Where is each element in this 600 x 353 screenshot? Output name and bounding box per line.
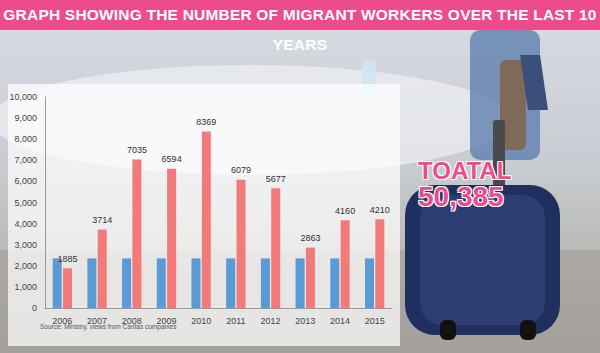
- svg-text:1885: 1885: [58, 254, 78, 264]
- svg-text:2013: 2013: [295, 316, 315, 326]
- html-text:Source: Ministry, views from C: Source: Ministry, views from Caritas com…: [40, 323, 177, 330]
- svg-text:10,000: 10,000: [9, 92, 37, 102]
- svg-text:4210: 4210: [370, 205, 390, 215]
- svg-text:5,000: 5,000: [14, 198, 37, 208]
- svg-text:2010: 2010: [191, 316, 211, 326]
- svg-text:6594: 6594: [162, 154, 182, 164]
- svg-text:7035: 7035: [127, 145, 147, 155]
- svg-text:2,000: 2,000: [14, 261, 37, 271]
- svg-text:4,000: 4,000: [14, 219, 37, 229]
- svg-text:2011: 2011: [226, 316, 245, 326]
- svg-text:9,000: 9,000: [14, 113, 37, 123]
- svg-text:2863: 2863: [300, 233, 320, 243]
- svg-text:2006: 2006: [52, 315, 73, 326]
- svg-text:0: 0: [32, 303, 37, 313]
- svg-text:6,000: 6,000: [14, 176, 37, 186]
- svg-text:3,000: 3,000: [14, 240, 37, 250]
- svg-text:2014: 2014: [330, 316, 350, 326]
- svg-text:2015: 2015: [365, 316, 385, 326]
- html-text:TOATAL: TOATAL: [418, 157, 512, 184]
- svg-text:2009: 2009: [156, 315, 177, 326]
- html-text:50,385: 50,385: [418, 181, 504, 212]
- html-text:GRAPH SHOWING THE NUMBER OF MI: GRAPH SHOWING THE NUMBER OF MIGRANT WORK…: [3, 6, 597, 53]
- svg-text:4160: 4160: [335, 206, 355, 216]
- svg-text:8369: 8369: [196, 117, 216, 127]
- svg-text:5677: 5677: [266, 174, 286, 184]
- svg-text:8,000: 8,000: [14, 134, 37, 144]
- svg-text:1,000: 1,000: [14, 282, 37, 292]
- svg-text:2012: 2012: [261, 316, 281, 326]
- svg-text:7,000: 7,000: [14, 155, 37, 165]
- svg-text:3714: 3714: [92, 215, 112, 225]
- svg-text:2008: 2008: [121, 315, 142, 326]
- svg-text:6079: 6079: [231, 165, 251, 175]
- svg-text:2007: 2007: [87, 315, 108, 326]
